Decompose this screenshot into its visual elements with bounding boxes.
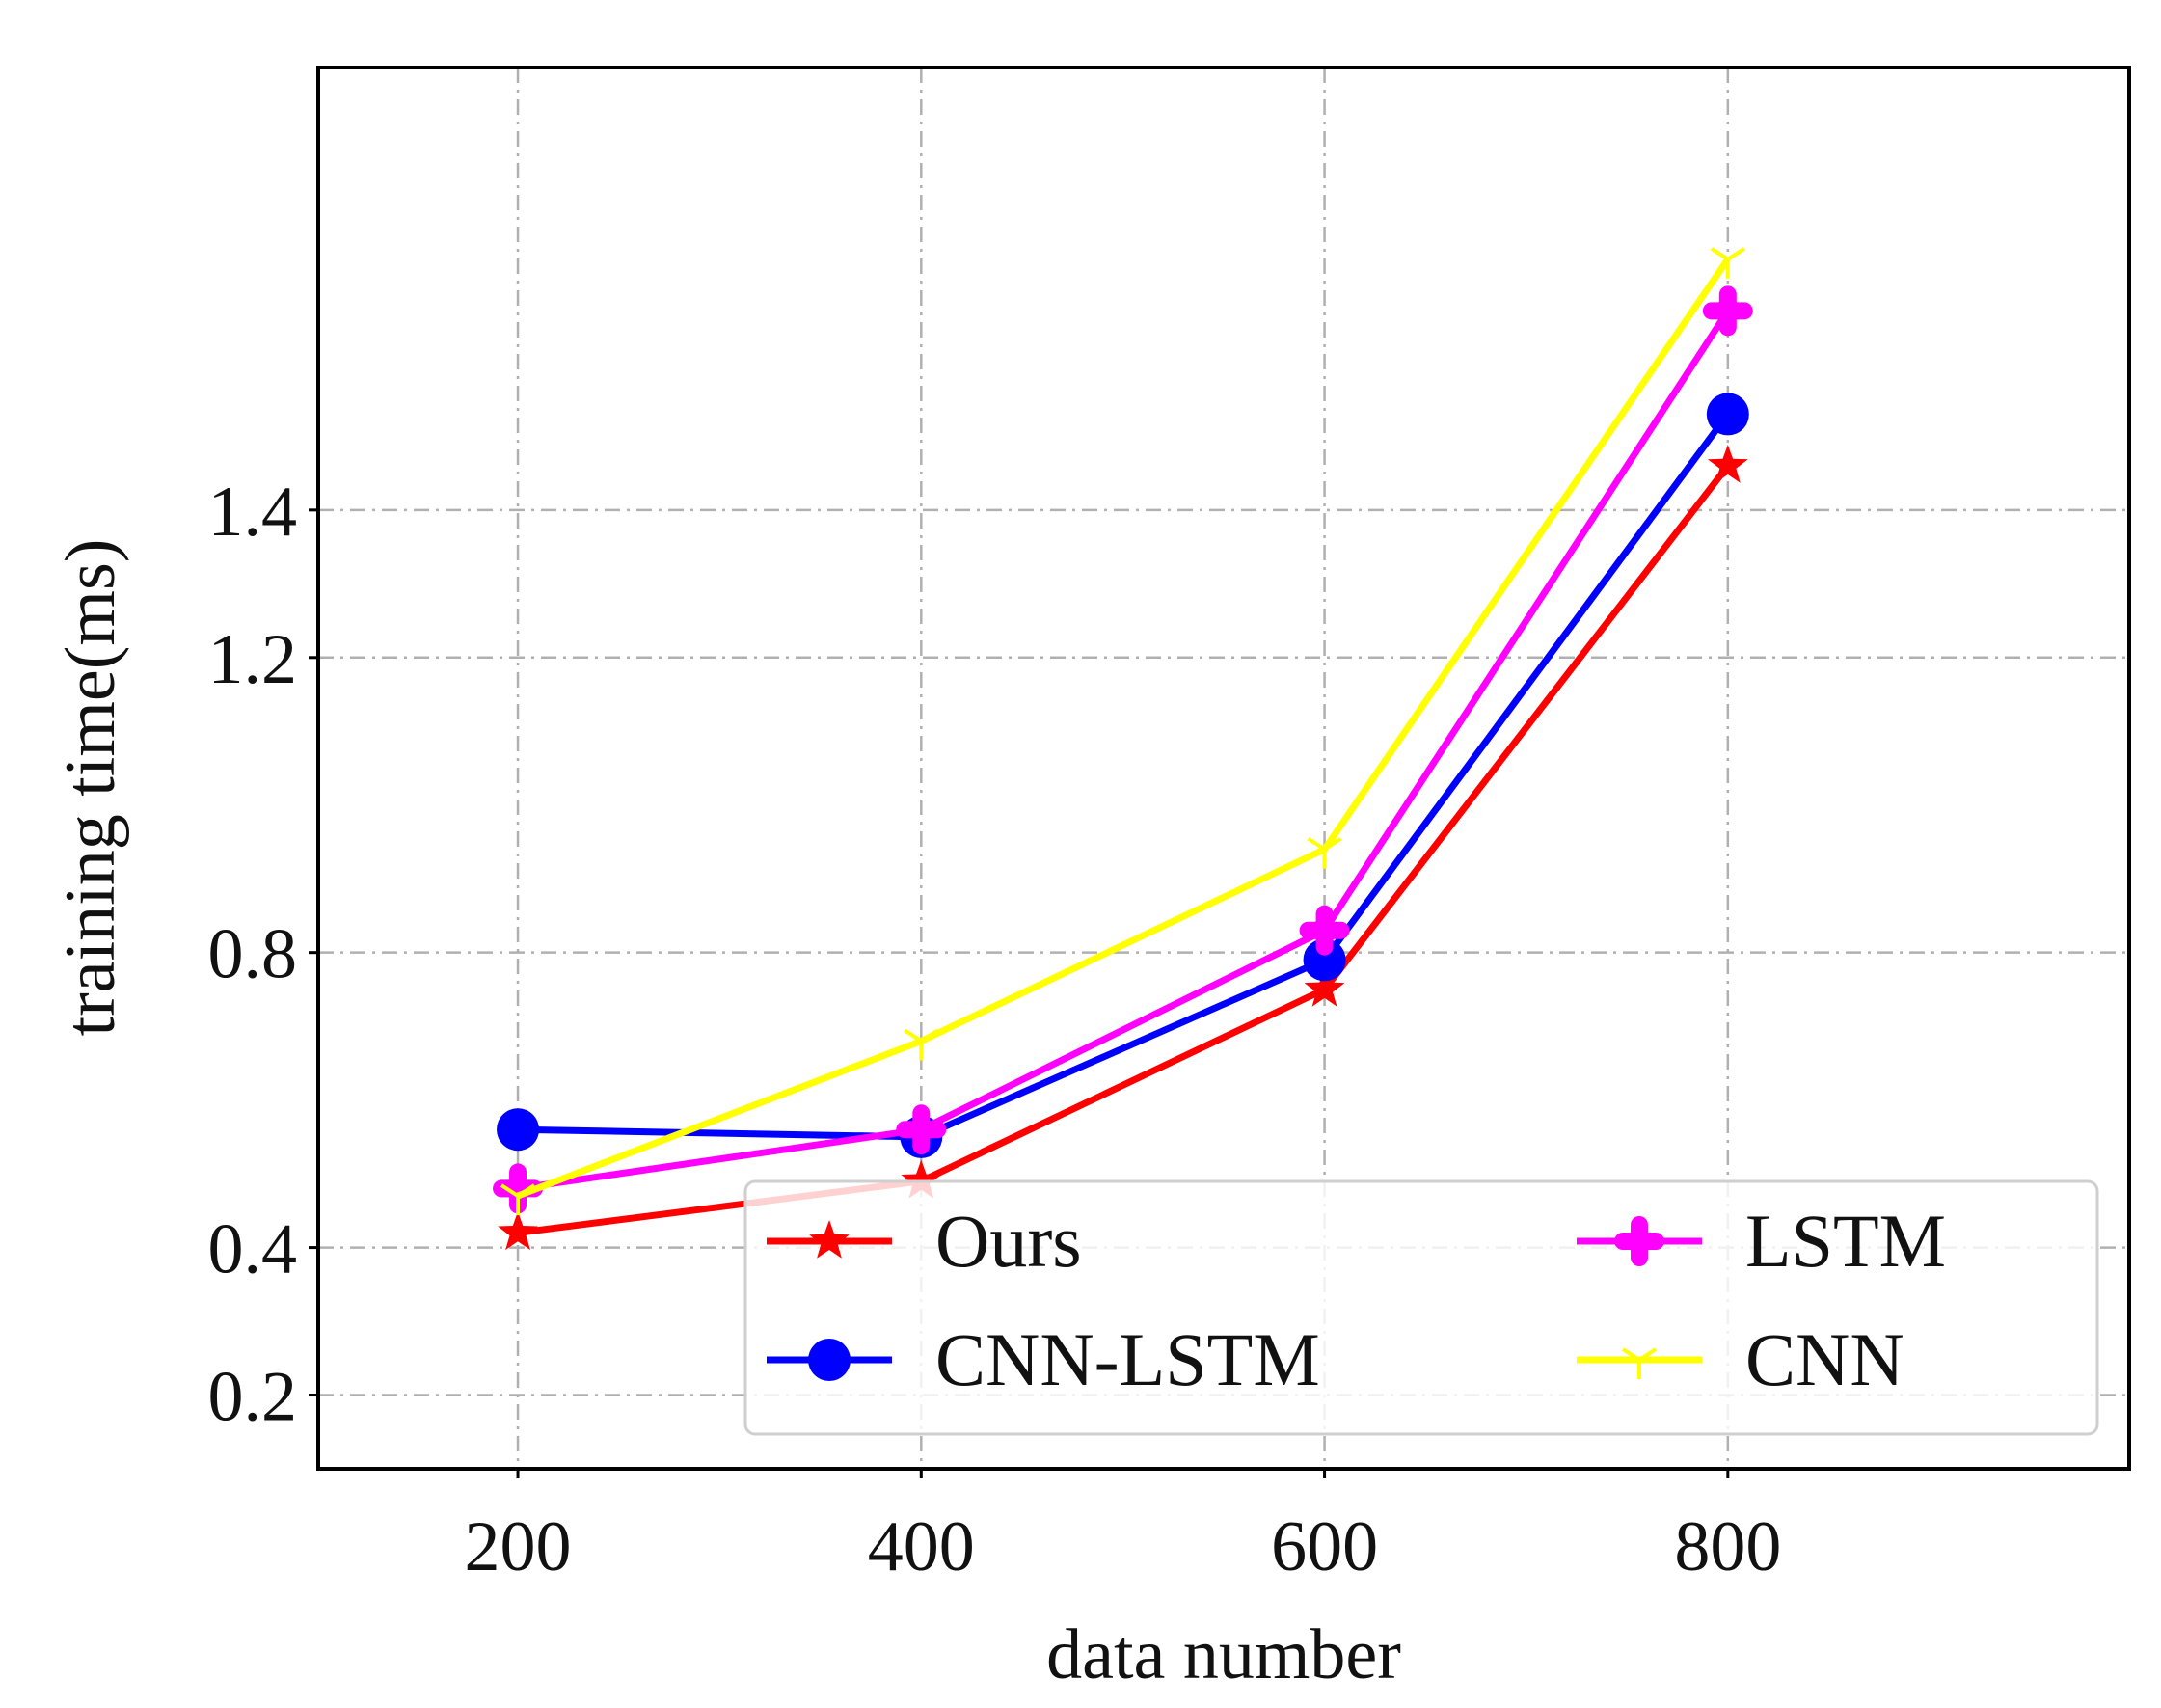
data-point-cnn-600	[1307, 836, 1342, 869]
legend-label-cnn: CNN	[1745, 1317, 1904, 1401]
y-tick-label: 0.4	[208, 1210, 298, 1289]
x-axis-title: data number	[1046, 1615, 1401, 1694]
series-line-ours	[517, 463, 1731, 1236]
legend: Ours LSTM CNN-LSTM CNN	[743, 1179, 2099, 1436]
legend-marker-ours	[809, 1220, 850, 1259]
series-cnn	[500, 247, 1745, 1216]
data-point-ours-800	[1707, 445, 1748, 483]
data-point-ours-400	[901, 1159, 942, 1199]
legend-marker-cnn-lstm	[808, 1339, 851, 1381]
data-point-cnn-lstm-800	[1706, 393, 1749, 436]
plot-frame	[316, 66, 2131, 1471]
series-lstm	[493, 285, 1753, 1214]
y-axis-title: training time(ms)	[51, 539, 130, 1037]
ticks: 200 400 600 800 0.2 0.4 0.8 1.2 1.4	[208, 473, 1782, 1586]
legend-label-lstm: LSTM	[1745, 1199, 1946, 1283]
data-point-cnn-lstm-600	[1303, 938, 1346, 982]
data-point-cnn-800	[1710, 247, 1745, 279]
y-tick-label: 0.8	[208, 915, 298, 994]
legend-item-ours: Ours	[767, 1199, 1082, 1283]
data-point-lstm-800	[1702, 285, 1753, 337]
data-point-ours-600	[1304, 967, 1345, 1007]
series-layer	[493, 247, 1753, 1251]
x-tick-label: 800	[1674, 1507, 1781, 1586]
data-point-ours-200	[498, 1211, 538, 1251]
legend-label-cnn-lstm: CNN-LSTM	[935, 1317, 1320, 1401]
legend-item-cnn: CNN	[1577, 1317, 1904, 1401]
data-point-lstm-600	[1299, 905, 1350, 956]
x-tick-label: 400	[868, 1507, 975, 1586]
x-tick-label: 200	[465, 1507, 572, 1586]
legend-label-ours: Ours	[935, 1199, 1082, 1283]
data-point-cnn-lstm-200	[497, 1108, 540, 1152]
y-tick-label: 1.4	[208, 473, 298, 552]
data-point-cnn-200	[500, 1183, 536, 1216]
legend-box	[743, 1179, 2099, 1436]
y-tick-label: 1.2	[208, 620, 298, 699]
legend-item-lstm: LSTM	[1577, 1199, 1946, 1283]
legend-marker-cnn	[1621, 1347, 1658, 1379]
y-tick-label: 0.2	[208, 1358, 298, 1437]
legend-marker-lstm	[1614, 1216, 1664, 1266]
data-point-cnn-400	[904, 1028, 939, 1061]
x-tick-label: 600	[1271, 1507, 1378, 1586]
series-ours	[498, 445, 1748, 1251]
series-line-lstm	[517, 309, 1731, 1192]
series-line-cnn	[516, 257, 1731, 1200]
data-point-lstm-400	[896, 1104, 947, 1155]
legend-item-cnn-lstm: CNN-LSTM	[767, 1317, 1320, 1401]
series-line-cnn-lstm	[517, 412, 1731, 1141]
